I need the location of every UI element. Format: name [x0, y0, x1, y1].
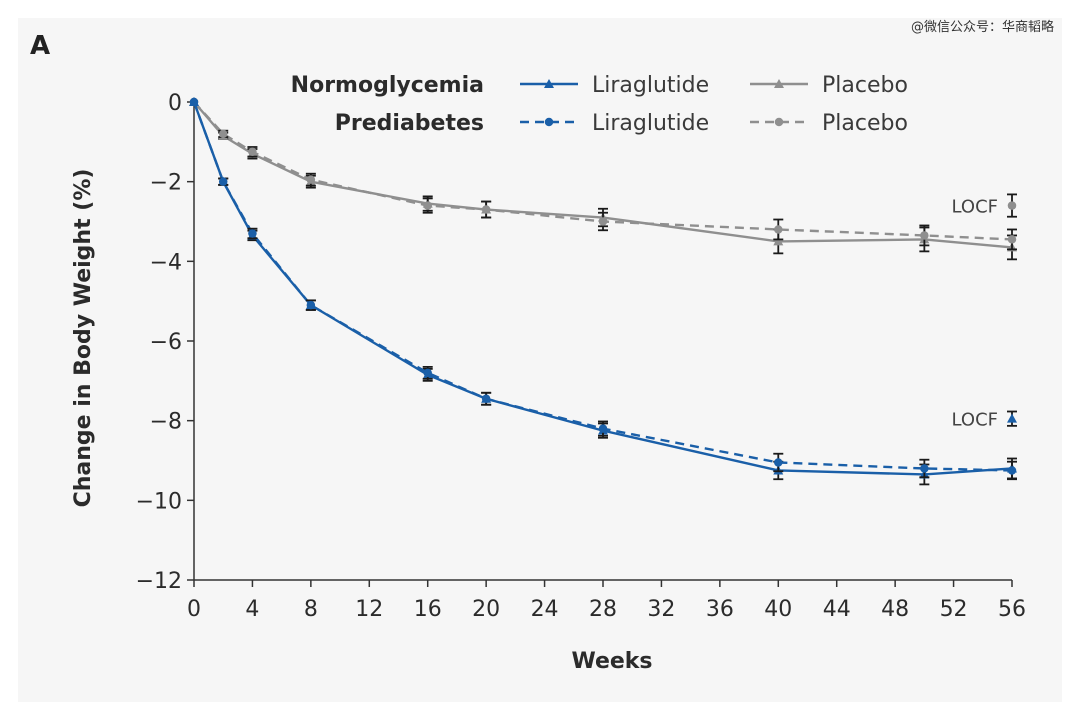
x-tick-label: 36	[706, 597, 734, 622]
series-line-pre_placebo	[193, 101, 1013, 241]
x-tick-label: 0	[187, 597, 201, 622]
x-tick-label: 40	[764, 597, 792, 622]
legend-swatch-marker	[544, 79, 554, 88]
legend-swatch-marker	[544, 117, 554, 127]
y-tick-label: −8	[150, 410, 182, 435]
watermark-text: @微信公众号：华商韬略	[911, 19, 1054, 35]
legend-entry-normo_lira: Liraglutide	[520, 73, 709, 98]
y-tick-label: −2	[150, 171, 182, 196]
y-tick-label: −6	[150, 330, 182, 355]
data-point-pre_placebo	[306, 175, 316, 184]
y-tick-label: −4	[150, 250, 182, 275]
line-chart: A @微信公众号：华商韬略 0−2−4−6−8−10−120 4 8 12 16 20 24…	[30, 19, 1054, 674]
x-tick-label: 28	[589, 597, 617, 622]
y-tick-label: −10	[136, 489, 182, 514]
x-tick-label: 12	[355, 597, 383, 622]
x-axis-title: Weeks	[571, 649, 652, 674]
x-tick-label: 16	[414, 597, 442, 622]
legend-entry-label: Placebo	[822, 73, 908, 98]
legend-entry-pre_placebo: Placebo	[750, 111, 908, 136]
axes: 0−2−4−6−8−10−120 4 8 12 16 20 24 28 32 36 40 44 48 52…	[136, 91, 1026, 622]
series-line-pre_lira	[192, 101, 1013, 472]
x-tick-label: 24	[531, 597, 559, 622]
series-pre_lira	[189, 97, 1017, 481]
legend: Normoglycemia Prediabetes Liraglutide Place…	[291, 73, 908, 136]
legend-row-label: Prediabetes	[335, 111, 484, 136]
locf-annotation-placebo: LOCF	[952, 193, 1017, 218]
x-tick-label: 56	[998, 597, 1026, 622]
series-layer	[189, 97, 1017, 486]
series-line-normo_lira	[192, 101, 1013, 476]
data-point-pre_lira	[598, 424, 608, 433]
data-point-pre_lira	[248, 229, 257, 238]
y-tick-label: −12	[136, 569, 182, 594]
data-point-normo_placebo	[773, 236, 784, 246]
data-point-pre_placebo	[920, 231, 929, 240]
data-point-pre_placebo	[774, 225, 783, 234]
data-point-pre_placebo	[218, 129, 228, 139]
x-tick-label: 44	[823, 597, 851, 622]
legend-swatch-marker	[774, 117, 784, 127]
legend-entry-label: Liraglutide	[592, 73, 709, 98]
data-point-pre_lira	[218, 177, 228, 186]
legend-row-label: Normoglycemia	[291, 73, 484, 98]
data-point-pre_placebo	[248, 147, 257, 157]
locf-point	[1007, 201, 1017, 210]
legend-entry-pre_lira: Liraglutide	[520, 111, 709, 136]
data-point-pre_lira	[306, 300, 316, 310]
data-point-pre_placebo	[481, 205, 491, 214]
annotation-layer: LOCF LOCF	[952, 193, 1017, 431]
locf-annotation-liraglutide: LOCF	[952, 410, 1017, 431]
data-point-pre_lira	[189, 97, 199, 107]
x-tick-label: 52	[940, 597, 968, 622]
x-tick-label: 4	[245, 597, 259, 622]
panel-letter: A	[30, 31, 50, 61]
data-point-pre_lira	[920, 464, 929, 473]
x-tick-label: 20	[472, 597, 500, 622]
legend-swatch-marker	[774, 79, 784, 88]
x-tick-label: 32	[647, 597, 675, 622]
data-point-pre_lira	[423, 368, 432, 378]
legend-entry-label: Liraglutide	[592, 111, 709, 136]
data-point-pre_placebo	[423, 201, 432, 210]
legend-entry-normo_placebo: Placebo	[750, 73, 908, 98]
y-axis-title: Change in Body Weight (%)	[71, 169, 96, 508]
x-tick-label: 8	[304, 597, 318, 622]
data-point-pre_placebo	[598, 217, 608, 226]
data-point-pre_placebo	[1007, 235, 1017, 244]
data-point-pre_lira	[1007, 466, 1017, 475]
data-point-pre_lira	[481, 394, 491, 404]
y-tick-label: 0	[168, 91, 182, 116]
data-point-pre_lira	[774, 458, 783, 467]
locf-label: LOCF	[952, 197, 998, 218]
locf-point	[1007, 413, 1017, 423]
figure-frame: A @微信公众号：华商韬略 0 −2 −4 −6 −8 −10 −12 0 4 8 12 16 20 24…	[18, 18, 1062, 702]
series-pre_placebo	[189, 97, 1017, 251]
legend-entry-label: Placebo	[822, 111, 908, 136]
x-tick-label: 48	[881, 597, 909, 622]
locf-label: LOCF	[952, 410, 998, 431]
